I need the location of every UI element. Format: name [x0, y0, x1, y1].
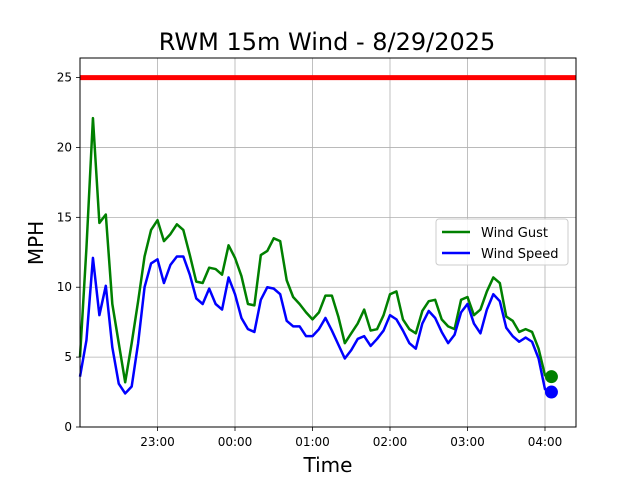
x-tick-label: 00:00 [218, 435, 253, 449]
x-tick-label: 23:00 [140, 435, 175, 449]
end-marker-wind-gust [544, 370, 558, 384]
legend: Wind Gust Wind Speed [435, 218, 569, 266]
legend-label-wind-gust: Wind Gust [481, 226, 548, 241]
series-line-wind-gust [78, 116, 552, 384]
y-tick-label: 20 [57, 140, 72, 154]
y-tick-label: 5 [64, 350, 72, 364]
y-tick-label: 10 [57, 280, 72, 294]
x-tick-label: 01:00 [295, 435, 330, 449]
series-layer [78, 116, 552, 395]
x-tick-label: 04:00 [528, 435, 563, 449]
end-marker-wind-speed [544, 385, 558, 399]
end-markers [544, 370, 558, 399]
series-line-wind-speed [78, 255, 552, 395]
x-axis-label: Time [303, 453, 353, 477]
y-tick-label: 25 [57, 71, 72, 85]
x-tick-label: 03:00 [450, 435, 485, 449]
x-tick-label: 02:00 [373, 435, 408, 449]
x-axis-ticks: 23:00 00:00 01:00 02:00 03:00 04:00 [140, 427, 562, 449]
chart-title: RWM 15m Wind - 8/29/2025 [159, 28, 496, 56]
plot-frame [79, 57, 577, 428]
y-tick-label: 15 [57, 210, 72, 224]
y-axis-ticks: 0 5 10 15 20 25 [57, 71, 80, 434]
y-tick-label: 0 [64, 420, 72, 434]
y-axis-label: MPH [24, 221, 48, 265]
legend-label-wind-speed: Wind Speed [481, 247, 559, 262]
